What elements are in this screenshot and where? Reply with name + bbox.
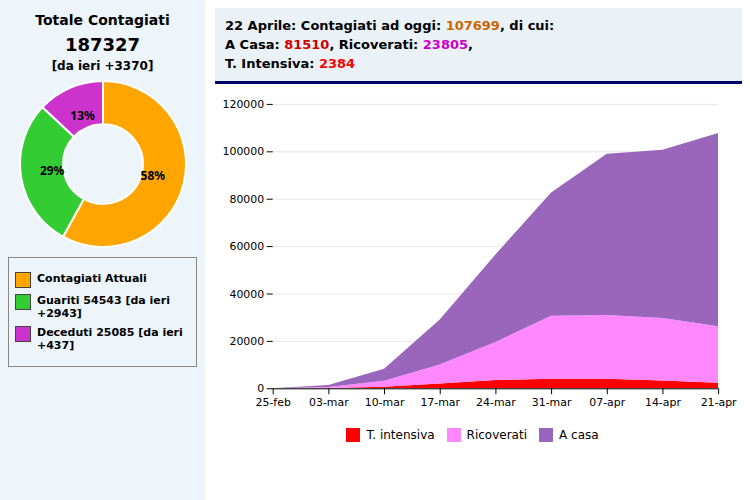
- svg-text:40000: 40000: [229, 288, 264, 301]
- svg-text:20000: 20000: [229, 335, 264, 348]
- html-text:22 Aprile: Contagiati ad oggi:: 22 Aprile: Contagiati ad oggi: 107699, d…: [225, 18, 555, 33]
- svg-text:03-mar: 03-mar: [309, 396, 349, 409]
- svg-text:120000: 120000: [223, 98, 265, 111]
- svg-text:07-apr: 07-apr: [589, 396, 625, 409]
- svg-text:80000: 80000: [229, 193, 264, 206]
- svg-text:17-mar: 17-mar: [420, 396, 460, 409]
- svg-text:10-mar: 10-mar: [365, 396, 405, 409]
- svg-text:13%: 13%: [70, 107, 95, 124]
- svg-text:31-mar: 31-mar: [532, 396, 572, 409]
- html-text:Deceduti 25085 [da ieri +437]: Deceduti 25085 [da ieri +437]: [37, 326, 183, 352]
- html-text:T. intensiva: T. intensiva: [366, 427, 435, 442]
- html-text:A Casa: 81510, Ricoverati: 238: A Casa: 81510, Ricoverati: 23805,: [225, 37, 473, 52]
- html-text:187327: 187327: [64, 34, 141, 55]
- svg-text:21-apr: 21-apr: [701, 396, 737, 409]
- html-text:Totale Contagiati: Totale Contagiati: [35, 12, 170, 28]
- svg-text:100000: 100000: [223, 145, 265, 158]
- html-text:Ricoverati: Ricoverati: [466, 427, 527, 442]
- html-text:Contagiati Attuali: Contagiati Attuali: [37, 272, 147, 285]
- svg-text:14-apr: 14-apr: [645, 396, 681, 409]
- svg-text:58%: 58%: [140, 167, 165, 184]
- html-text:[da ieri +3370]: [da ieri +3370]: [51, 59, 154, 73]
- svg-text:24-mar: 24-mar: [476, 396, 516, 409]
- svg-text:0: 0: [257, 382, 264, 395]
- svg-text:29%: 29%: [39, 162, 64, 179]
- svg-text:25-feb: 25-feb: [256, 396, 291, 409]
- html-text:A casa: A casa: [559, 427, 599, 442]
- html-text:Guariti 54543 [da ieri +2943]: Guariti 54543 [da ieri +2943]: [37, 294, 170, 320]
- html-text:T. Intensiva: 2384: T. Intensiva: 2384: [225, 56, 356, 71]
- svg-text:60000: 60000: [229, 240, 264, 253]
